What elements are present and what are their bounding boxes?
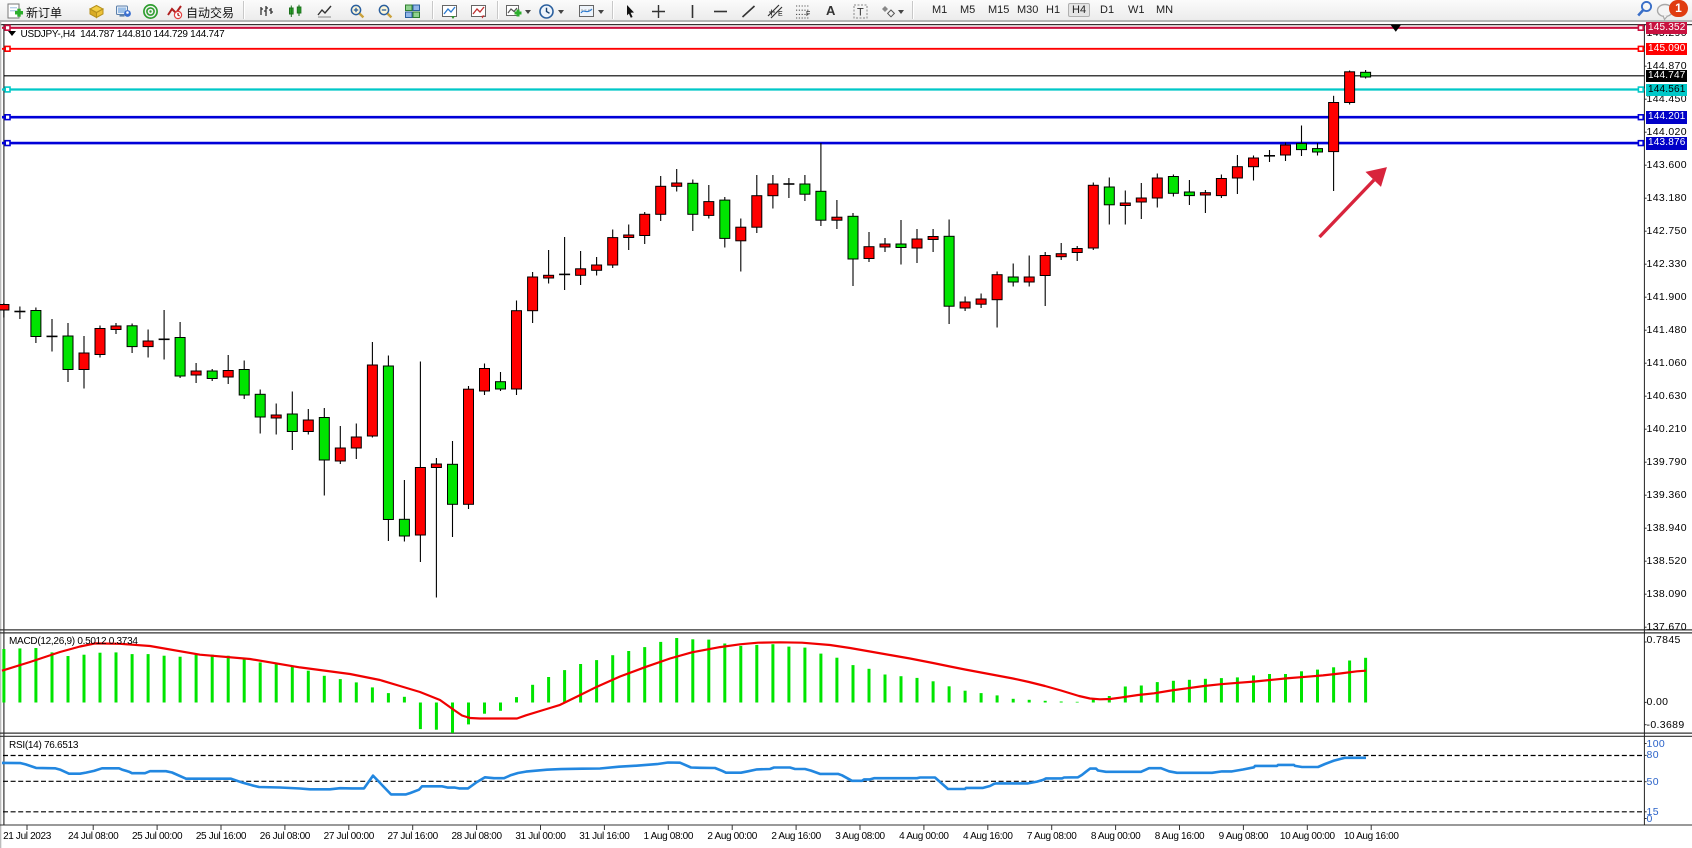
svg-text:T: T — [857, 7, 864, 19]
